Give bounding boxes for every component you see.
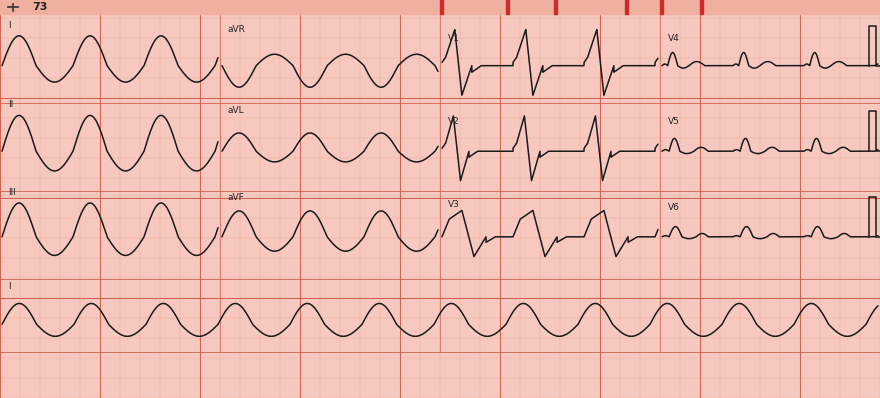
Text: III: III — [8, 188, 16, 197]
Text: V1: V1 — [448, 34, 460, 43]
Text: 73: 73 — [32, 2, 48, 12]
Text: I: I — [8, 281, 11, 291]
Text: II: II — [8, 100, 13, 109]
Text: aVL: aVL — [228, 106, 245, 115]
Text: V5: V5 — [668, 117, 680, 125]
Text: V2: V2 — [448, 117, 459, 125]
Text: V3: V3 — [448, 200, 460, 209]
Text: V4: V4 — [668, 34, 679, 43]
Text: aVR: aVR — [228, 25, 246, 34]
Text: I: I — [8, 21, 11, 30]
Text: aVF: aVF — [228, 193, 245, 202]
Text: V6: V6 — [668, 203, 680, 212]
